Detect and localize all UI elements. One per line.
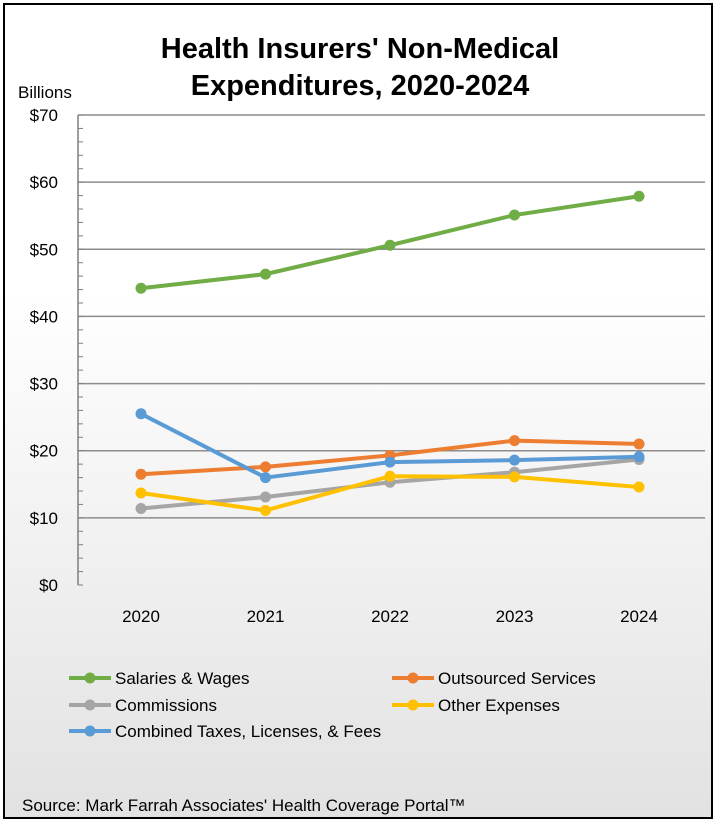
data-point	[135, 487, 147, 499]
source-note: Source: Mark Farrah Associates' Health C…	[22, 796, 466, 815]
legend-label: Commissions	[115, 696, 217, 715]
data-point	[260, 472, 271, 484]
legend-marker	[84, 699, 96, 711]
chart-frame: Health Insurers' Non-Medical Expenditure…	[3, 3, 713, 819]
y-tick-label: $70	[30, 106, 58, 125]
chart-title-line-1: Health Insurers' Non-Medical	[160, 33, 560, 65]
y-tick-label: $50	[30, 240, 58, 259]
data-point	[509, 435, 520, 447]
legend-marker	[407, 699, 419, 711]
data-point	[260, 268, 271, 280]
x-tick-label: 2023	[496, 607, 534, 626]
legend-marker	[407, 672, 419, 684]
data-point	[135, 502, 147, 514]
y-tick-label: $30	[30, 375, 58, 394]
y-tick-label: $60	[30, 173, 58, 192]
x-tick-label: 2022	[371, 607, 409, 626]
data-point	[260, 461, 271, 473]
data-point	[135, 408, 147, 420]
data-point	[135, 468, 147, 480]
y-tick-label: $10	[30, 509, 58, 528]
data-point	[260, 491, 271, 503]
data-point	[384, 239, 396, 251]
data-point	[260, 504, 271, 516]
chart-title-line-2: Expenditures, 2020-2024	[190, 70, 530, 102]
y-tick-label: $20	[30, 442, 58, 461]
x-tick-label: 2024	[620, 607, 658, 626]
legend-label: Combined Taxes, Licenses, & Fees	[115, 722, 381, 741]
data-point	[633, 438, 645, 450]
data-point	[633, 451, 645, 463]
data-point	[384, 456, 396, 468]
legend-label: Other Expenses	[438, 696, 560, 715]
data-point	[135, 282, 147, 294]
data-point	[633, 190, 645, 202]
data-point	[633, 481, 645, 493]
y-axis-unit-label: Billions	[18, 83, 72, 102]
data-point	[509, 471, 520, 483]
data-point	[509, 209, 520, 221]
legend-label: Salaries & Wages	[115, 669, 249, 688]
legend-marker	[84, 672, 96, 684]
data-point	[384, 470, 396, 482]
legend-label: Outsourced Services	[438, 669, 596, 688]
y-tick-label: $40	[30, 307, 58, 326]
x-tick-label: 2021	[247, 607, 285, 626]
y-tick-label: $0	[39, 576, 58, 595]
legend-marker	[84, 725, 96, 737]
data-point	[509, 454, 520, 466]
line-chart: $0 $10 $20 $30 $40 $50 $60 $70 2020 2021 2022 2023 2…	[30, 106, 705, 741]
x-tick-label: 2020	[122, 607, 160, 626]
chart-title: Health Insurers' Non-Medical Expenditure…	[5, 31, 715, 105]
